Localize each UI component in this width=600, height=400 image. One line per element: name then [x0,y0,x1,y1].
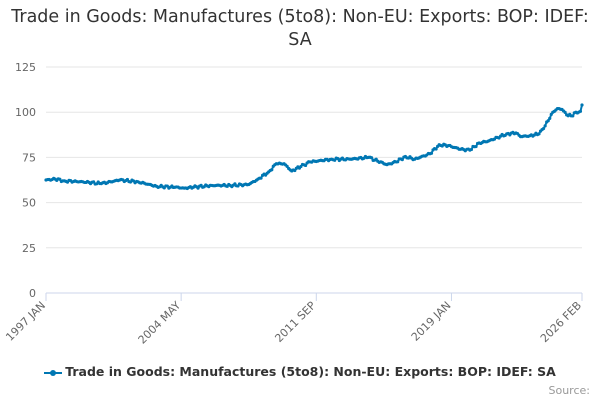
data-point[interactable] [303,163,308,168]
x-tick-label: 2019 JAN [409,299,454,344]
x-tick-label: 2004 MAY [136,299,184,347]
data-point[interactable] [563,110,567,114]
grid-layer [46,66,582,249]
x-tick-label: 1997 JAN [3,299,48,344]
axis-layer: 0 25 50 75 100 125 1997 JAN 2004 MAY 2011 SEP 201… [3,61,584,347]
data-point[interactable] [546,119,550,123]
data-point[interactable] [474,144,478,149]
data-point[interactable] [542,126,546,131]
series-layer[interactable] [44,103,584,191]
series-line[interactable] [45,104,583,190]
data-point[interactable] [58,177,62,181]
legend[interactable]: Trade in Goods: Manufactures (5to8): Non… [0,364,600,379]
credits[interactable]: Source: [548,384,591,397]
data-point[interactable] [578,109,583,113]
y-tick-label: 50 [22,197,36,210]
data-point[interactable] [396,160,400,164]
y-tick-label: 75 [22,151,36,164]
y-tick-label: 100 [15,106,36,119]
data-point[interactable] [580,103,584,107]
y-tick-label: 25 [22,242,36,255]
data-point[interactable] [259,176,263,180]
data-point[interactable] [270,168,274,172]
data-point[interactable] [537,132,541,136]
data-point[interactable] [369,156,374,160]
legend-swatch [44,368,63,378]
legend-label[interactable]: Trade in Goods: Manufactures (5to8): Non… [65,364,556,379]
y-tick-label: 0 [29,287,36,300]
data-point[interactable] [469,147,474,152]
data-point[interactable] [434,147,438,151]
data-point[interactable] [543,124,547,128]
y-tick-label: 125 [15,61,36,74]
data-point[interactable] [429,151,434,155]
x-tick-label: 2011 SEP [272,299,318,345]
x-tick-label: 2026 FEB [538,299,584,345]
data-point[interactable] [571,114,575,118]
data-point[interactable] [548,116,552,120]
data-point[interactable] [400,158,404,162]
chart-title: Trade in Goods: Manufactures (5to8): Non… [11,7,589,50]
